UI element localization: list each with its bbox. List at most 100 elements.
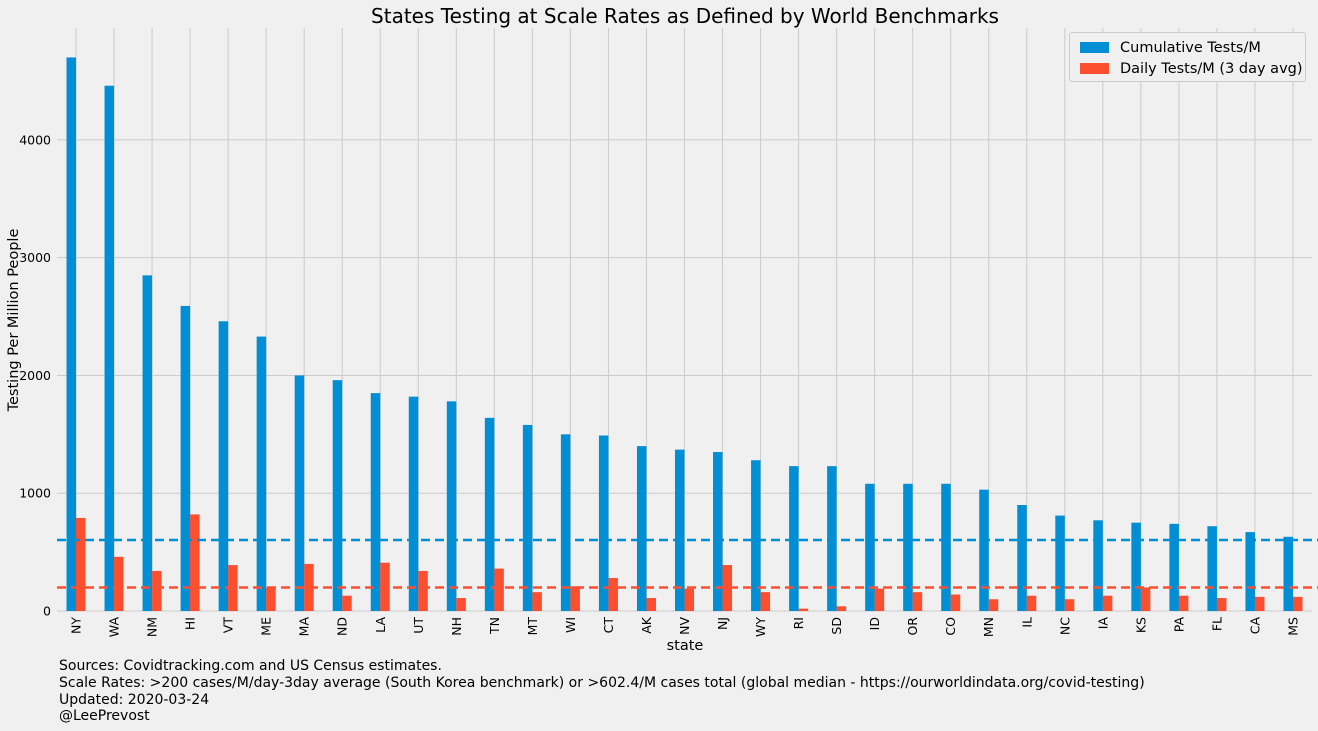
bar-daily-nd: [342, 595, 352, 611]
x-tick-label-nc: NC: [1057, 617, 1072, 635]
bar-cumulative-la: [370, 393, 381, 611]
bar-cumulative-wi: [560, 434, 571, 611]
x-tick-label-ma: MA: [297, 617, 312, 637]
x-tick-label-hi: HI: [183, 617, 198, 630]
bars: [66, 57, 1303, 611]
y-tick-labels: 0 1000 2000 3000 4000: [19, 132, 51, 618]
bar-cumulative-ak: [636, 446, 647, 611]
bar-cumulative-me: [256, 336, 267, 611]
bar-cumulative-vt: [218, 321, 229, 611]
bar-cumulative-tn: [484, 417, 495, 611]
bar-daily-nh: [456, 598, 466, 611]
bar-cumulative-ct: [598, 435, 609, 611]
bar-cumulative-id: [865, 483, 875, 611]
bar-daily-nj: [722, 565, 733, 611]
bar-daily-wy: [760, 592, 771, 611]
bar-daily-ct: [608, 578, 618, 611]
chart-title: States Testing at Scale Rates as Defined…: [371, 4, 999, 28]
footer-notes: Sources: Covidtracking.com and US Census…: [59, 658, 1145, 725]
x-tick-label-ks: KS: [1133, 617, 1148, 633]
bar-cumulative-nd: [332, 380, 343, 611]
x-tick-label-id: ID: [867, 617, 882, 630]
x-tick-label-ny: NY: [69, 617, 84, 634]
footer-updated: Updated: 2020-03-24: [59, 691, 210, 708]
bar-daily-ca: [1254, 596, 1265, 611]
bar-daily-ak: [646, 598, 656, 611]
legend-item-daily: Daily Tests/M (3 day avg): [1080, 60, 1303, 77]
legend-label-cumulative: Cumulative Tests/M: [1120, 39, 1261, 56]
legend-swatch-daily: [1080, 63, 1109, 74]
bar-cumulative-ma: [294, 375, 305, 611]
x-tick-label-wy: WY: [753, 617, 768, 637]
y-tick-label: 3000: [19, 250, 51, 265]
bar-daily-hi: [190, 514, 200, 611]
bar-daily-or: [912, 592, 923, 611]
x-tick-label-fl: FL: [1209, 617, 1224, 631]
bar-daily-wi: [570, 586, 580, 611]
bar-daily-mn: [988, 599, 999, 611]
x-tick-label-mn: MN: [981, 617, 996, 637]
bar-cumulative-co: [941, 483, 951, 611]
bar-cumulative-ks: [1131, 522, 1141, 611]
y-axis-label: Testing Per Million People: [6, 229, 22, 413]
legend-item-cumulative: Cumulative Tests/M: [1080, 39, 1261, 56]
x-tick-label-nh: NH: [449, 617, 464, 636]
x-axis-label: state: [667, 638, 704, 654]
x-tick-label-me: ME: [259, 617, 274, 636]
bar-daily-nm: [152, 570, 162, 611]
x-tick-label-ut: UT: [411, 617, 426, 634]
x-tick-label-ct: CT: [601, 617, 616, 634]
reference-lines: [57, 538, 1318, 589]
bar-daily-mt: [532, 592, 542, 611]
bar-cumulative-or: [903, 483, 913, 611]
bar-cumulative-ms: [1283, 536, 1293, 611]
footer-sources: Sources: Covidtracking.com and US Census…: [59, 658, 442, 674]
bar-cumulative-ny: [66, 57, 77, 611]
bar-daily-pa: [1178, 595, 1189, 611]
x-tick-label-pa: PA: [1171, 617, 1186, 633]
bar-daily-ny: [76, 517, 86, 611]
footer-author: @LeePrevost: [59, 708, 150, 725]
x-tick-label-wa: WA: [107, 617, 122, 638]
x-tick-label-co: CO: [943, 617, 958, 636]
bar-daily-co: [950, 594, 961, 611]
x-tick-label-nj: NJ: [715, 617, 730, 630]
bar-cumulative-ut: [408, 396, 419, 611]
bar-cumulative-mt: [522, 424, 533, 611]
bar-cumulative-mn: [979, 489, 989, 611]
bar-daily-ks: [1140, 587, 1151, 611]
x-tick-label-ak: AK: [639, 616, 654, 634]
bar-daily-id: [874, 588, 885, 611]
legend-label-daily: Daily Tests/M (3 day avg): [1120, 60, 1303, 77]
x-tick-label-or: OR: [905, 617, 920, 636]
bar-cumulative-hi: [180, 305, 191, 611]
bar-cumulative-ia: [1093, 520, 1103, 611]
bar-cumulative-nm: [142, 275, 153, 611]
x-tick-label-mt: MT: [525, 617, 540, 636]
x-tick-label-ca: CA: [1247, 617, 1262, 635]
bar-cumulative-ca: [1245, 532, 1255, 611]
x-tick-label-ms: MS: [1285, 617, 1300, 636]
bar-daily-me: [266, 587, 276, 611]
x-tick-label-la: LA: [373, 617, 388, 633]
bar-cumulative-il: [1017, 505, 1027, 611]
x-tick-label-il: IL: [1019, 617, 1034, 628]
x-tick-label-ri: RI: [791, 617, 806, 629]
bar-cumulative-wy: [751, 460, 761, 611]
x-tick-label-nv: NV: [677, 617, 692, 635]
bar-cumulative-fl: [1207, 526, 1217, 611]
bar-daily-nv: [684, 588, 695, 611]
bar-cumulative-ri: [789, 466, 799, 611]
y-tick-label: 2000: [19, 368, 51, 383]
footer-scale-rates: Scale Rates: >200 cases/M/day-3day avera…: [59, 674, 1145, 691]
bar-daily-fl: [1216, 598, 1227, 611]
x-tick-label-sd: SD: [829, 617, 844, 635]
x-tick-label-ia: IA: [1095, 617, 1110, 630]
bar-daily-il: [1026, 595, 1037, 611]
bar-daily-sd: [836, 606, 847, 611]
bar-cumulative-nh: [446, 401, 457, 611]
bar-cumulative-sd: [827, 466, 837, 611]
y-tick-label: 4000: [19, 132, 51, 147]
x-tick-label-nd: ND: [335, 617, 350, 636]
